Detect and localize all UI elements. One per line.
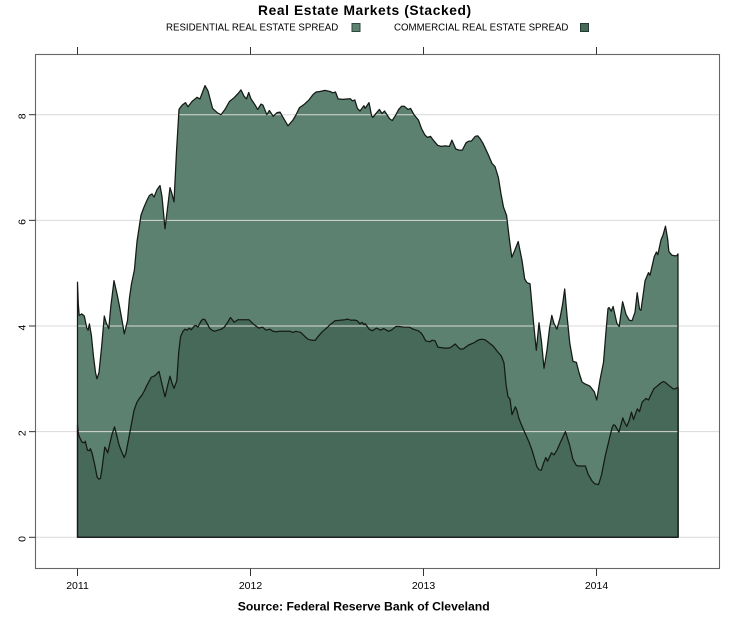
svg-text:Source: Federal Reserve Bank o: Source: Federal Reserve Bank of Clevelan… bbox=[238, 600, 490, 614]
svg-text:0: 0 bbox=[17, 536, 29, 542]
svg-text:Real Estate Markets (Stacked): Real Estate Markets (Stacked) bbox=[258, 3, 472, 18]
svg-text:8: 8 bbox=[17, 113, 29, 119]
svg-text:2: 2 bbox=[17, 430, 29, 436]
svg-text:2013: 2013 bbox=[412, 580, 436, 592]
svg-text:COMMERCIAL REAL ESTATE SPREAD: COMMERCIAL REAL ESTATE SPREAD bbox=[394, 23, 568, 34]
svg-text:2012: 2012 bbox=[239, 580, 263, 592]
svg-text:2014: 2014 bbox=[585, 580, 609, 592]
svg-text:4: 4 bbox=[17, 325, 29, 331]
svg-text:2011: 2011 bbox=[66, 580, 89, 592]
svg-text:RESIDENTIAL REAL ESTATE SPREAD: RESIDENTIAL REAL ESTATE SPREAD bbox=[166, 23, 338, 34]
svg-text:6: 6 bbox=[17, 219, 29, 225]
